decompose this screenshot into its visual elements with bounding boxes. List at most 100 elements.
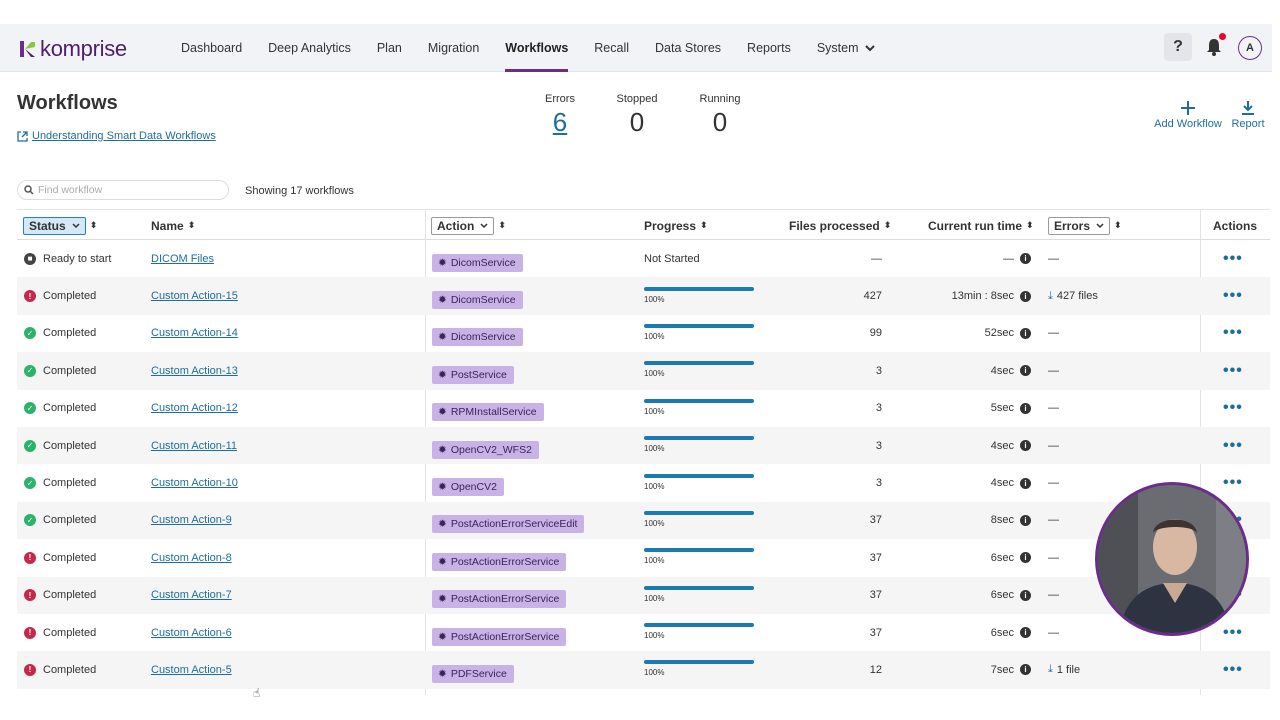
info-icon[interactable]: i xyxy=(1020,327,1031,339)
more-actions-icon[interactable]: ••• xyxy=(1223,436,1243,454)
workflow-name-link[interactable]: DICOM Files xyxy=(151,252,214,265)
errors-cell: — xyxy=(1048,427,1059,464)
errors-download-link[interactable]: ⤓ 1 file xyxy=(1048,663,1080,676)
progress-bar-fill xyxy=(644,286,754,291)
workflow-name-link[interactable]: Custom Action-12 xyxy=(151,402,238,415)
logo-mark-icon xyxy=(20,39,38,59)
download-icon: ⤓ xyxy=(1048,289,1053,302)
sort-icon[interactable]: ⬍ xyxy=(187,220,196,230)
table-row[interactable]: ! Completed Custom Action-8 ✹ PostActionErro… xyxy=(17,539,1270,576)
nav-item-reports[interactable]: Reports xyxy=(747,41,791,55)
table-row[interactable]: ✓ Completed Custom Action-11 ✹ OpenCV2_WFS2 1… xyxy=(17,426,1270,465)
more-actions-icon[interactable]: ••• xyxy=(1223,287,1243,305)
help-link[interactable]: Understanding Smart Data Workflows xyxy=(17,130,216,142)
errors-filter-dropdown[interactable]: Errors xyxy=(1048,216,1111,235)
info-icon[interactable]: i xyxy=(1020,664,1031,676)
more-actions-icon[interactable]: ••• xyxy=(1223,623,1243,641)
sort-icon[interactable]: ⬍ xyxy=(89,220,98,230)
download-icon: ⤓ xyxy=(1048,663,1053,676)
table-row[interactable]: ! Completed Custom Action-7 ✹ PostActionErro… xyxy=(17,576,1270,614)
workflow-name-link[interactable]: Custom Action-8 xyxy=(151,551,232,564)
more-actions-icon[interactable]: ••• xyxy=(1223,660,1243,678)
actions-cell: ••• xyxy=(1223,427,1243,464)
komprise-logo[interactable]: komprise xyxy=(20,36,127,62)
nav-item-system[interactable]: System xyxy=(804,24,888,72)
table-row[interactable]: ✓ Completed Custom Action-10 ✹ OpenCV2 100% 3 4… xyxy=(17,464,1270,501)
status-filter-dropdown[interactable]: Status xyxy=(23,216,86,235)
action-name: PostActionErrorServiceEdit xyxy=(450,518,578,531)
files-processed-value: 3 xyxy=(875,439,882,452)
bell-icon xyxy=(1207,39,1221,56)
action-filter-dropdown[interactable]: Action xyxy=(431,216,495,235)
action-pill: ✹ RPMInstallService xyxy=(432,403,544,422)
workflow-name-link[interactable]: Custom Action-7 xyxy=(151,589,232,602)
actions-cell: ••• xyxy=(1223,651,1243,688)
sort-icon[interactable]: ⬍ xyxy=(1114,220,1122,230)
workflow-name-link[interactable]: Custom Action-5 xyxy=(151,663,232,676)
table-row[interactable]: ✓ Completed Custom Action-12 ✹ RPMInstallSer… xyxy=(17,390,1270,427)
files-column-header[interactable]: Files processed ⬍ xyxy=(789,210,891,241)
more-actions-icon[interactable]: ••• xyxy=(1223,474,1243,492)
table-row[interactable]: ✓ Completed Custom Action-14 ✹ DicomService 1… xyxy=(17,315,1270,352)
info-icon[interactable]: i xyxy=(1020,290,1031,302)
help-button[interactable]: ? xyxy=(1164,33,1192,61)
table-row[interactable]: ■ Ready to start DICOM Files ✹ DicomService N… xyxy=(17,240,1270,277)
search-input[interactable] xyxy=(38,184,218,196)
table-row[interactable]: ! Completed Custom Action-6 ✹ PostActionErro… xyxy=(17,614,1270,651)
sort-icon[interactable]: ⬍ xyxy=(1026,220,1034,230)
files-processed-value: 427 xyxy=(863,290,882,303)
errors-cell: — xyxy=(1048,614,1059,651)
nav-item-workflows[interactable]: Workflows xyxy=(492,24,581,72)
sort-icon[interactable]: ⬍ xyxy=(700,220,708,230)
progress-text: 100% xyxy=(644,668,665,678)
add-workflow-button[interactable]: Add Workflow xyxy=(1152,100,1224,130)
more-actions-icon[interactable]: ••• xyxy=(1223,249,1243,267)
nav-item-recall[interactable]: Recall xyxy=(594,41,630,55)
workflow-name-link[interactable]: Custom Action-13 xyxy=(151,364,238,377)
table-row[interactable]: ! Completed Custom Action-15 ✹ DicomService 1… xyxy=(17,277,1270,315)
name-column-header[interactable]: Name ⬍ xyxy=(151,210,195,241)
table-row[interactable]: ✓ Completed Custom Action-13 ✹ PostService 10… xyxy=(17,352,1270,390)
info-icon[interactable]: i xyxy=(1020,514,1031,526)
nav-item-migration[interactable]: Migration xyxy=(427,41,480,55)
more-actions-icon[interactable]: ••• xyxy=(1223,324,1243,342)
workflow-name-link[interactable]: Custom Action-11 xyxy=(151,439,238,452)
notifications-button[interactable] xyxy=(1200,33,1228,61)
report-button[interactable]: Report xyxy=(1228,100,1268,130)
nav-item-data-stores[interactable]: Data Stores xyxy=(655,41,722,55)
table-row[interactable]: ! Completed Custom Action-5 ✹ PDFService 100%… xyxy=(17,651,1270,689)
info-icon[interactable]: i xyxy=(1020,440,1031,452)
errors-download-link[interactable]: ⤓ 427 files xyxy=(1048,290,1098,303)
nav-item-dashboard[interactable]: Dashboard xyxy=(181,41,243,55)
sort-icon[interactable]: ⬍ xyxy=(498,220,506,230)
table-row[interactable]: ✓ Completed Custom Action-9 ✹ PostActionErro… xyxy=(17,501,1270,540)
actions-column-header: Actions xyxy=(1213,210,1257,241)
errors-cell: ⤓ 427 files xyxy=(1048,277,1098,314)
errors-count-link[interactable]: 6 xyxy=(552,107,568,137)
progress-column-header[interactable]: Progress ⬍ xyxy=(644,210,708,241)
info-icon[interactable]: i xyxy=(1020,253,1031,265)
nav-item-deep-analytics[interactable]: Deep Analytics xyxy=(268,41,351,55)
user-menu-button[interactable]: A xyxy=(1236,33,1264,61)
workflow-name-link[interactable]: Custom Action-6 xyxy=(151,626,232,639)
workflow-name-link[interactable]: Custom Action-15 xyxy=(151,290,238,303)
gear-icon: ✹ xyxy=(438,368,447,381)
info-icon[interactable]: i xyxy=(1020,477,1031,489)
info-icon[interactable]: i xyxy=(1020,627,1031,639)
nav-item-plan[interactable]: Plan xyxy=(376,41,402,55)
workflow-name-link[interactable]: Custom Action-10 xyxy=(151,477,238,490)
runtime-column-header[interactable]: Current run time ⬍ xyxy=(928,210,1034,241)
plus-icon xyxy=(1181,101,1195,115)
info-icon[interactable]: i xyxy=(1020,589,1031,601)
info-icon[interactable]: i xyxy=(1020,365,1031,377)
workflow-name-link[interactable]: Custom Action-9 xyxy=(151,514,232,527)
success-check-icon: ✓ xyxy=(24,327,36,340)
success-check-icon: ✓ xyxy=(24,477,36,490)
workflow-name-link[interactable]: Custom Action-14 xyxy=(151,327,238,340)
info-icon[interactable]: i xyxy=(1020,402,1031,414)
sort-icon[interactable]: ⬍ xyxy=(883,220,892,230)
more-actions-icon[interactable]: ••• xyxy=(1223,399,1243,417)
info-icon[interactable]: i xyxy=(1020,552,1031,564)
runtime-cell: 13min : 8sec i xyxy=(917,277,1031,314)
more-actions-icon[interactable]: ••• xyxy=(1223,361,1243,379)
